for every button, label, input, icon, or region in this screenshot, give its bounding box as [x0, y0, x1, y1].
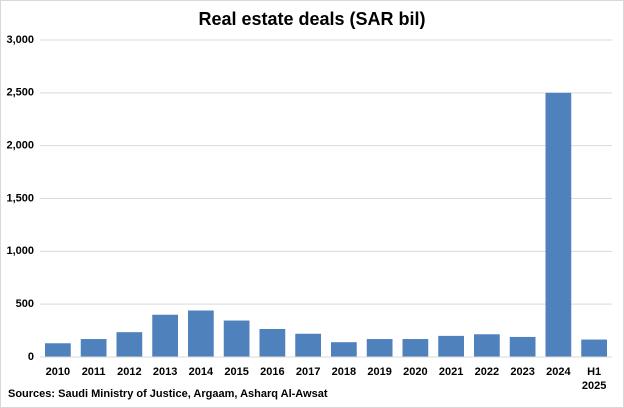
x-tick-label: H1 2025 [582, 366, 606, 392]
x-tick-label: 2018 [332, 366, 356, 378]
bar [223, 320, 250, 357]
bar [116, 332, 143, 357]
y-tick-label: 2,500 [6, 87, 34, 99]
chart-title: Real estate deals (SAR bil) [198, 9, 425, 29]
bar [152, 314, 178, 357]
source-note: Sources: Saudi Ministry of Justice, Arga… [8, 388, 328, 400]
bar [188, 310, 214, 357]
bar [331, 342, 357, 357]
x-tick-label-line: 2025 [582, 380, 606, 392]
bar [509, 336, 536, 357]
bar [402, 339, 429, 357]
x-tick-label: 2015 [224, 366, 248, 378]
y-tick-label: 2,000 [6, 140, 34, 152]
y-tick-label: 1,000 [6, 245, 34, 257]
y-tick-label: 1,500 [6, 192, 34, 204]
x-tick-label: 2020 [403, 366, 427, 378]
bar [545, 92, 572, 357]
bar [438, 335, 464, 357]
x-tick-label: 2022 [475, 366, 499, 378]
bar [45, 343, 71, 357]
x-tick-label: 2011 [82, 366, 106, 378]
y-tick-label: 3,000 [6, 34, 34, 46]
x-tick-label: 2016 [260, 366, 284, 378]
x-tick-label: 2024 [546, 366, 571, 378]
x-tick-label: 2014 [189, 366, 214, 378]
bar [474, 334, 500, 357]
x-tick-label: 2021 [439, 366, 463, 378]
y-tick-label: 0 [28, 351, 34, 363]
bar [295, 333, 321, 357]
bar [80, 339, 107, 357]
bar [366, 339, 393, 357]
x-tick-label: 2013 [153, 366, 177, 378]
bar [581, 339, 607, 357]
x-tick-label: 2010 [46, 366, 70, 378]
x-tick-label: 2012 [117, 366, 141, 378]
x-tick-label: 2023 [510, 366, 534, 378]
x-tick-label-line: H1 [587, 366, 601, 378]
bar [259, 328, 286, 357]
x-tick-label: 2017 [296, 366, 320, 378]
x-tick-label: 2019 [367, 366, 391, 378]
y-tick-label: 500 [16, 298, 34, 310]
